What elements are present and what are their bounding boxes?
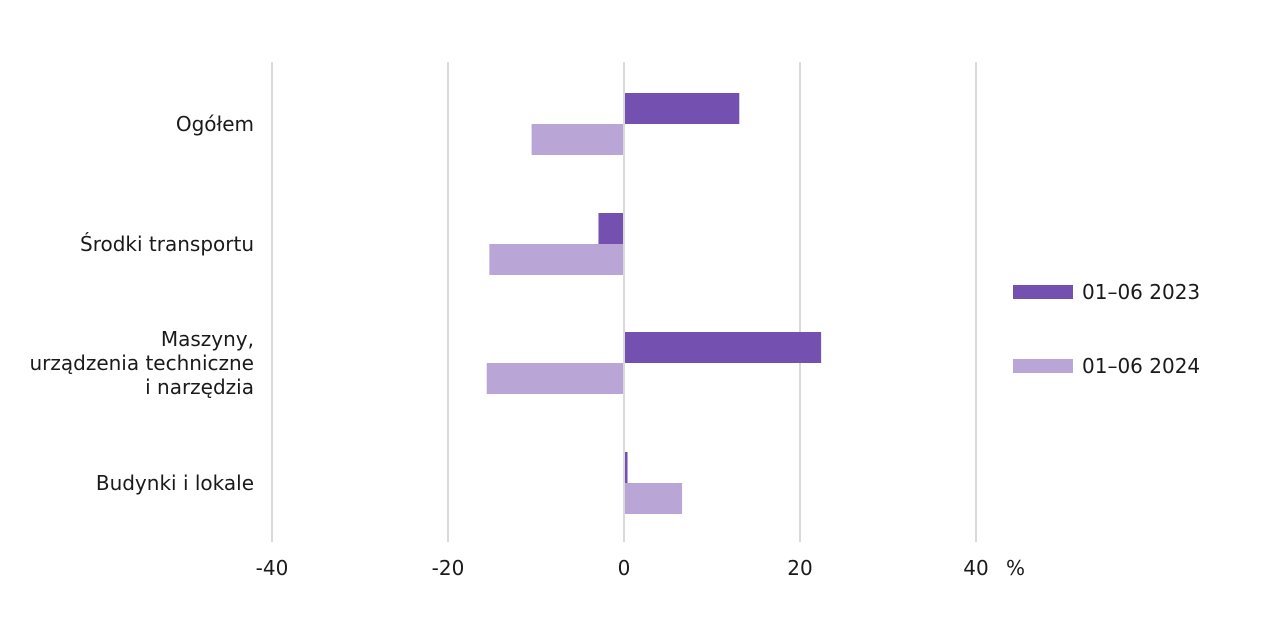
legend-label: 01–06 2023 xyxy=(1082,280,1200,304)
x-axis-ticks: -40 -20 0 20 40% xyxy=(256,556,1025,580)
category-label: i narzędzia xyxy=(145,375,254,399)
legend-label: 01–06 2024 xyxy=(1082,354,1200,378)
bar-series-1 xyxy=(624,452,628,483)
category-label: Środki transportu xyxy=(80,232,254,256)
category-label: Budynki i lokale xyxy=(96,471,254,495)
x-tick-label: 40 xyxy=(963,556,988,580)
legend-swatch xyxy=(1013,285,1073,299)
bar-series-1 xyxy=(624,332,822,363)
bar-series-2 xyxy=(486,363,624,394)
x-tick-label: -40 xyxy=(256,556,289,580)
legend: 01–06 2023 01–06 2024 xyxy=(1013,280,1200,378)
bar-series-1 xyxy=(624,93,740,124)
category-label: urządzenia techniczne xyxy=(29,351,254,375)
category-label: Maszyny, xyxy=(161,327,254,351)
x-axis-unit: % xyxy=(1006,556,1025,580)
bar-series-2 xyxy=(489,244,624,275)
bar-series-1 xyxy=(598,213,624,244)
x-tick-label: 0 xyxy=(618,556,631,580)
x-tick-label: 20 xyxy=(787,556,812,580)
x-tick-label: -20 xyxy=(432,556,465,580)
legend-swatch xyxy=(1013,359,1073,373)
category-label: Ogółem xyxy=(176,112,254,136)
bars xyxy=(486,62,822,542)
bar-series-2 xyxy=(624,483,683,514)
y-axis-categories: Ogółem Środki transportu Maszyny,urządzeni… xyxy=(29,112,254,495)
bar-series-2 xyxy=(531,124,624,155)
